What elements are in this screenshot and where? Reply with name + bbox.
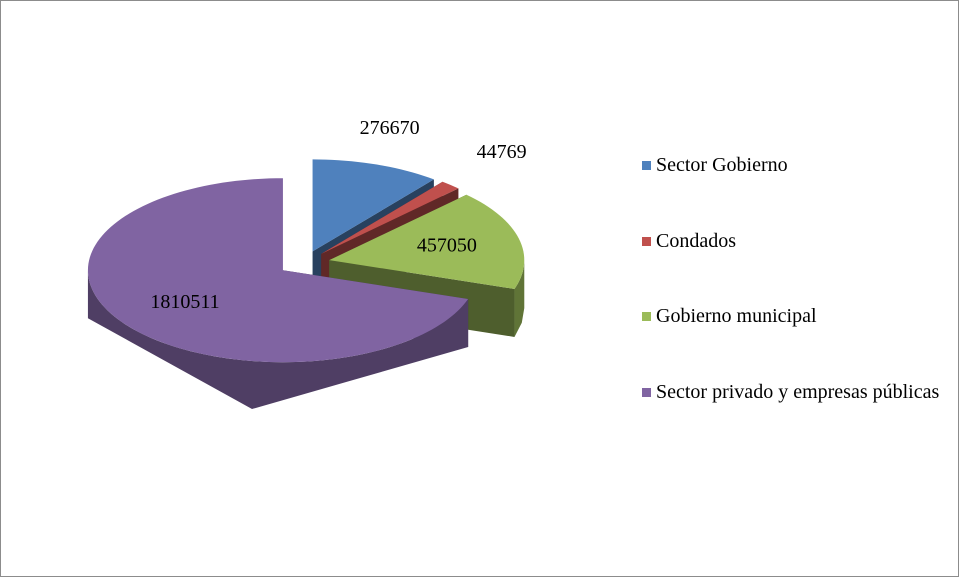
legend-swatch [642, 161, 651, 170]
legend: Sector Gobierno Condados Gobierno municipa… [642, 153, 952, 455]
slice [87, 178, 469, 363]
slice-wall [87, 270, 469, 410]
legend-swatch [642, 236, 651, 246]
data-label: 457050 [417, 234, 477, 256]
legend-label: Sector Gobierno [656, 154, 788, 176]
legend-label: Condados [656, 229, 736, 252]
data-label: 1810511 [150, 291, 219, 313]
slice [312, 159, 434, 252]
legend-label: Gobierno municipal [656, 305, 817, 327]
slice [321, 181, 459, 254]
data-label: 44769 [477, 141, 527, 163]
slice-wall [514, 260, 525, 337]
slice [329, 194, 525, 289]
data-label: 276670 [360, 117, 420, 139]
legend-swatch [642, 387, 651, 397]
pie-area: 276670 44769 457050 1810511 [87, 117, 527, 410]
legend-swatch [642, 312, 651, 321]
legend-item: Gobierno municipal [642, 304, 952, 380]
legend-label: Sector privado y empresas públicas [656, 380, 940, 403]
legend-item: Sector Gobierno [642, 153, 952, 229]
legend-item: Sector privado y empresas públicas [642, 380, 952, 456]
legend-item: Condados [642, 229, 952, 305]
